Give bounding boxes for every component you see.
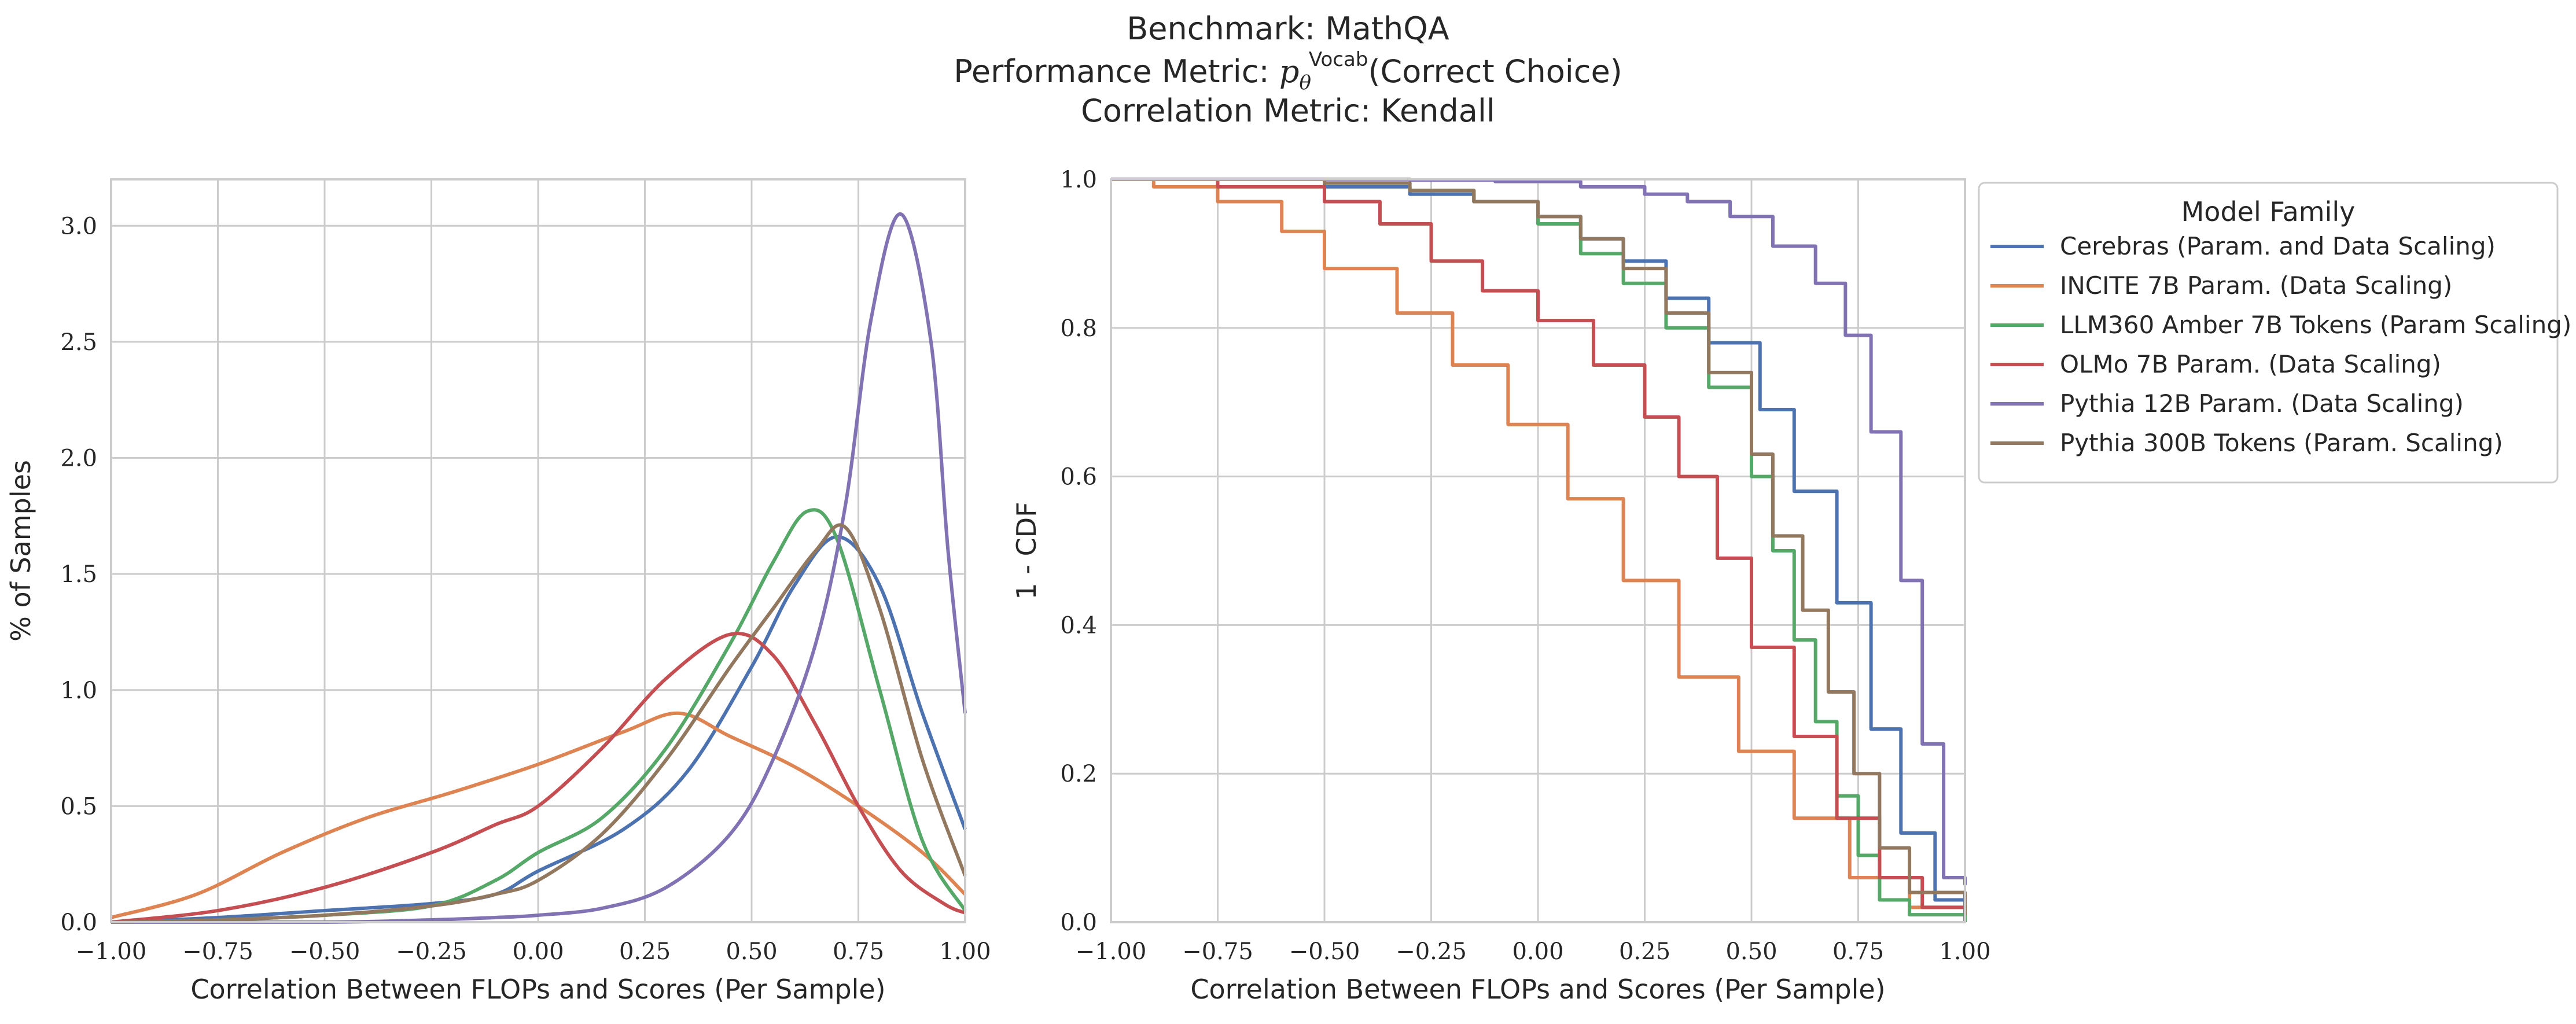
y-tick-label: 2.5: [60, 329, 97, 356]
left-panel-density: −1.00 −0.75 −0.50 −0.25 0.00 0.25 0.50 0.75 1.00…: [5, 178, 991, 1005]
series-line: [1111, 178, 1967, 915]
x-tick-label: 1.00: [1939, 938, 1990, 965]
series-line: [111, 535, 967, 924]
x-tick-label: −0.75: [1182, 938, 1253, 965]
x-tick-label: 0.00: [1512, 938, 1563, 965]
x-axis-label: Correlation Between FLOPs and Scores (Pe…: [1190, 974, 1885, 1005]
title-math-sub: θ: [1299, 71, 1311, 94]
x-tick-label: 0.75: [1832, 938, 1884, 965]
title-math-sup: Vocab: [1309, 48, 1368, 71]
title-line-1: Benchmark: MathQA: [1127, 10, 1449, 47]
legend-entry-label: Pythia 300B Tokens (Param. Scaling): [2060, 429, 2503, 457]
axes-frame: [1110, 178, 1966, 923]
x-tick-label: 0.50: [726, 938, 777, 965]
x-tick-label: 0.75: [833, 938, 884, 965]
series-line: [111, 523, 967, 924]
x-tick-label: 0.50: [1725, 938, 1777, 965]
axes-frame: [110, 178, 966, 923]
x-tick-label: 0.00: [512, 938, 564, 965]
legend-title: Model Family: [2181, 196, 2356, 227]
y-tick-label: 0.2: [1060, 761, 1097, 787]
title-line-2-prefix: Performance Metric:: [954, 53, 1279, 90]
y-axis-label: 1 - CDF: [1011, 502, 1042, 599]
right-panel-survival: −1.00 −0.75 −0.50 −0.25 0.00 0.25 0.50 0.75 1.00…: [1011, 167, 1991, 1005]
y-tick-label: 0.8: [1060, 315, 1097, 342]
y-tick-label: 0.6: [1060, 464, 1097, 491]
x-tick-label: −1.00: [1076, 938, 1147, 965]
legend-entry-label: Cerebras (Param. and Data Scaling): [2060, 232, 2496, 260]
legend: Model Family Cerebras (Param. and Data Sc…: [1978, 182, 2571, 484]
y-tick-label: 1.0: [1060, 167, 1097, 193]
x-tick-label: −0.25: [396, 938, 467, 965]
x-tick-label: −0.25: [1396, 938, 1467, 965]
series-line: [111, 212, 967, 924]
y-tick-label: 0.0: [60, 909, 97, 936]
title-line-3: Correlation Metric: Kendall: [1081, 93, 1495, 129]
x-tick-label: −0.50: [1289, 938, 1360, 965]
y-tick-label: 2.0: [60, 445, 97, 472]
title-line-2: Performance Metric: pθVocab(Correct Choi…: [954, 48, 1622, 94]
legend-entry-label: LLM360 Amber 7B Tokens (Param Scaling): [2060, 311, 2571, 339]
title-math-base: p: [1279, 53, 1300, 90]
x-tick-label: −0.75: [182, 938, 253, 965]
title-line-2-suffix: (Correct Choice): [1368, 53, 1622, 90]
legend-entry-label: OLMo 7B Param. (Data Scaling): [2060, 350, 2441, 378]
x-tick-label: 1.00: [939, 938, 991, 965]
y-tick-label: 3.0: [60, 213, 97, 240]
legend-entry-label: INCITE 7B Param. (Data Scaling): [2060, 271, 2452, 300]
x-axis-label: Correlation Between FLOPs and Scores (Pe…: [190, 974, 885, 1005]
x-tick-label: 0.25: [1619, 938, 1670, 965]
y-tick-label: 0.0: [1060, 909, 1097, 936]
series-line: [1111, 178, 1967, 885]
x-tick-label: 0.25: [619, 938, 671, 965]
y-tick-label: 0.4: [1060, 612, 1097, 639]
y-tick-label: 1.5: [60, 561, 97, 588]
y-axis-label: % of Samples: [5, 460, 36, 642]
y-tick-label: 0.5: [60, 793, 97, 820]
x-tick-label: −1.00: [76, 938, 147, 965]
series-line: [111, 632, 966, 924]
series-line: [1111, 178, 1967, 915]
legend-frame: [1978, 182, 2559, 484]
x-tick-label: −0.50: [289, 938, 360, 965]
legend-entry-label: Pythia 12B Param. (Data Scaling): [2060, 389, 2464, 418]
y-tick-label: 1.0: [60, 677, 97, 704]
